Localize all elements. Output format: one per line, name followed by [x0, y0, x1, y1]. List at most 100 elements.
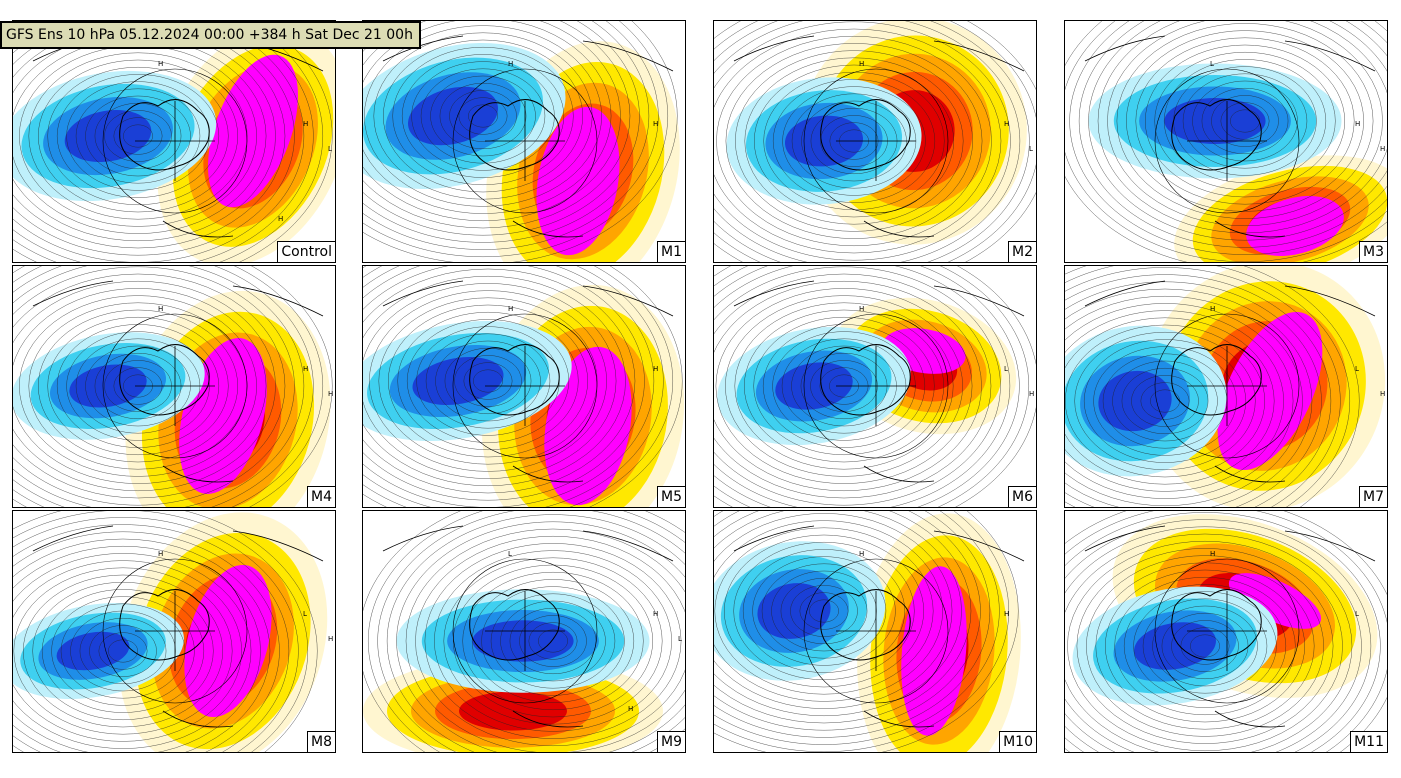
height-contour [1065, 317, 1275, 485]
height-contour [509, 607, 597, 675]
pressure-center-mark: L [508, 550, 512, 558]
height-contour [1078, 21, 1387, 248]
height-contour [1161, 612, 1249, 680]
height-contour [1083, 339, 1247, 463]
height-contour [714, 511, 1019, 752]
height-contour [70, 610, 176, 692]
pressure-center-mark: L [1029, 145, 1033, 153]
pressure-center-mark: H [1029, 390, 1034, 398]
height-contour [19, 295, 257, 477]
strong-warm-core [184, 564, 272, 718]
height-contour [13, 266, 305, 507]
panel-m8: L H H M8 [12, 510, 336, 753]
height-contour [363, 268, 636, 494]
pressure-center-mark: H [278, 215, 283, 223]
height-contour [1230, 109, 1260, 133]
height-contour [13, 567, 233, 735]
map-m4: H H H [13, 266, 335, 507]
height-contour [1107, 21, 1383, 227]
panel-m3: H L H M3 [1064, 20, 1388, 263]
height-contour [714, 280, 982, 492]
height-contour [473, 369, 503, 393]
height-contour [744, 309, 944, 463]
height-contour [13, 531, 280, 752]
pressure-center-mark: L [1004, 365, 1008, 373]
height-contour [714, 511, 1000, 745]
height-contour [94, 102, 182, 170]
cold-anomaly-band [64, 109, 152, 163]
height-contour [13, 280, 276, 492]
pressure-center-mark: H [859, 305, 864, 313]
height-contour [714, 527, 934, 695]
height-contour [13, 511, 308, 752]
height-contour [714, 266, 1011, 507]
height-contour [363, 21, 659, 250]
height-contour [113, 117, 163, 155]
height-contour [724, 534, 924, 688]
height-contour [458, 97, 508, 135]
height-contour [1067, 540, 1343, 752]
panel-m1: H H M1 [362, 20, 686, 263]
height-contour [47, 66, 229, 206]
height-contour [1065, 288, 1313, 507]
height-contour [13, 517, 299, 752]
map-m3: H L H [1065, 21, 1387, 262]
height-contour [405, 528, 685, 752]
height-contour [742, 549, 906, 673]
height-contour [1182, 73, 1308, 169]
panel-label: M4 [307, 486, 335, 507]
height-contour [56, 324, 220, 448]
height-contour [439, 82, 527, 150]
height-contour [392, 46, 574, 186]
height-contour [1065, 21, 1387, 262]
pressure-center-mark: H [1210, 550, 1215, 558]
pressure-center-mark: L [678, 635, 682, 643]
height-contour [790, 585, 858, 637]
height-contour [363, 275, 626, 487]
height-contour [89, 625, 157, 677]
height-contour [406, 319, 570, 443]
height-contour [735, 50, 973, 232]
height-contour [444, 347, 532, 415]
height-contour [1112, 360, 1218, 442]
coastline [820, 589, 911, 661]
panel-label: M7 [1359, 486, 1387, 507]
latitude-circle [1154, 68, 1300, 214]
pressure-center-mark: H [328, 635, 333, 643]
height-contour [13, 560, 242, 742]
height-contour [424, 543, 682, 739]
cold-anomaly-band [407, 86, 499, 146]
height-contour [761, 563, 887, 659]
coastline [1171, 344, 1262, 416]
pressure-center-mark: H [158, 60, 163, 68]
height-contour [13, 273, 286, 499]
coastline [32, 280, 324, 483]
pressure-center-mark: H [1004, 120, 1009, 128]
height-contour [1140, 382, 1190, 420]
height-contour [363, 21, 650, 243]
strong-warm-core [536, 106, 620, 256]
coastline [119, 589, 210, 661]
height-contour [725, 43, 983, 239]
height-contour [434, 550, 672, 732]
height-contour [363, 21, 668, 258]
cold-anomaly-band [412, 356, 504, 406]
coastline [382, 280, 674, 483]
coastline [733, 525, 1025, 728]
pressure-center-mark: H [303, 365, 308, 373]
height-contour [1065, 310, 1284, 492]
strong-warm-core [1217, 311, 1323, 471]
height-contour [714, 21, 1011, 261]
height-contour [772, 79, 936, 203]
height-contour [519, 615, 587, 667]
latitude-circle [102, 313, 248, 459]
panel-m9: H L L H M9 [362, 510, 686, 753]
height-contour [56, 74, 220, 198]
panel-m6: L H H M6 [713, 265, 1037, 508]
height-contour [363, 266, 664, 507]
height-contour [363, 283, 617, 479]
latitude-circle [452, 313, 598, 459]
height-contour [725, 295, 963, 477]
height-contour [714, 266, 1001, 506]
height-contour [453, 564, 653, 718]
